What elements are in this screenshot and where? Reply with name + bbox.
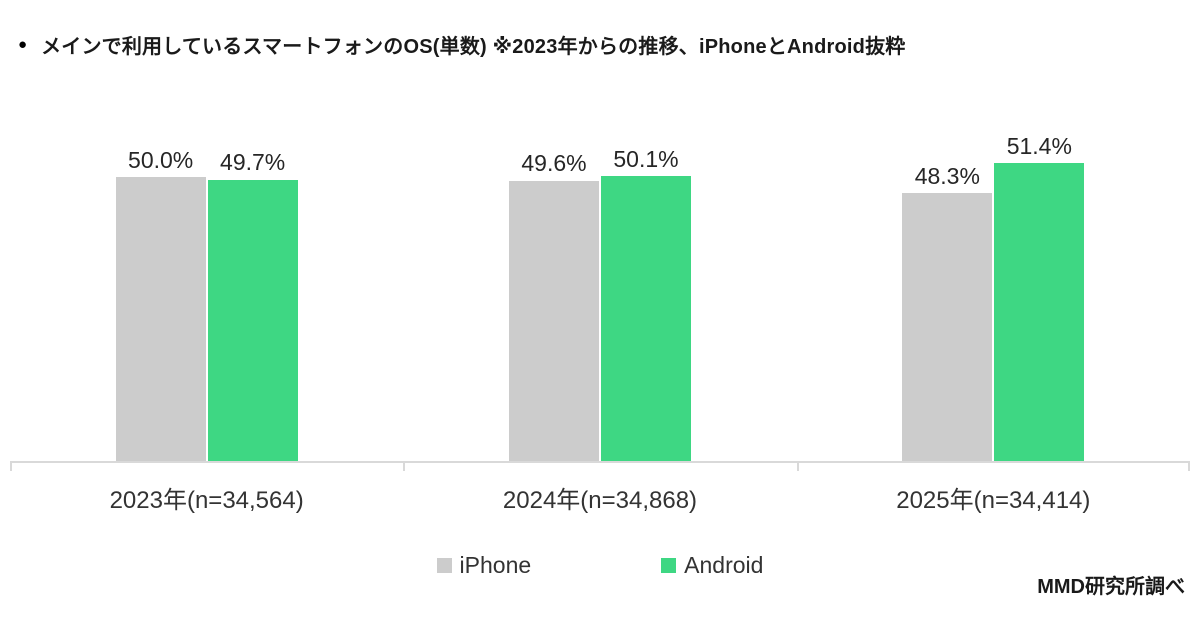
bar-groups: 50.0% 49.7% 49.6% 50.1% 48.3% 51.4% [10, 88, 1190, 463]
bar-column-android: 50.1% [600, 145, 691, 463]
chart-title: メインで利用しているスマートフォンのOS(単数) ※2023年からの推移、iPh… [41, 36, 906, 58]
legend: iPhone Android [0, 552, 1200, 579]
bar-group: 49.6% 50.1% [403, 88, 796, 463]
value-label: 50.0% [128, 146, 194, 173]
bar-group: 50.0% 49.7% [10, 88, 403, 463]
axis-tick [10, 463, 12, 471]
x-axis-line [10, 461, 1190, 463]
category-label: 2024年(n=34,868) [502, 487, 698, 514]
value-label: 49.6% [521, 150, 587, 177]
bar-column-android: 49.7% [207, 149, 298, 463]
bar-group: 48.3% 51.4% [797, 88, 1190, 463]
bar-column-iphone: 49.6% [508, 150, 599, 463]
value-label: 50.1% [613, 145, 679, 172]
bar-column-android: 51.4% [994, 133, 1085, 463]
legend-label: iPhone [459, 552, 532, 578]
legend-label: Android [684, 552, 764, 578]
bar-android [600, 175, 691, 463]
category-label: 2025年(n=34,414) [896, 487, 1091, 514]
bar-android [994, 163, 1085, 463]
plot-area: 50.0% 49.7% 49.6% 50.1% 48.3% 51.4% 2023年(n=3… [10, 88, 1190, 514]
chart-title-row: ● メインで利用しているスマートフォンのOS(単数) ※2023年からの推移、i… [18, 30, 906, 59]
value-label: 48.3% [914, 162, 980, 189]
bar-column-iphone: 50.0% [115, 146, 206, 463]
legend-item-android: Android [661, 552, 763, 579]
value-label: 49.7% [220, 149, 286, 176]
bar-iphone [508, 180, 599, 463]
axis-tick [403, 463, 406, 471]
bar-iphone [902, 193, 993, 463]
legend-item-iphone: iPhone [436, 552, 532, 579]
axis-tick [796, 463, 799, 471]
category-labels: 2023年(n=34,564) 2024年(n=34,868) 2025年(n=34… [10, 480, 1190, 515]
value-label: 51.4% [1006, 133, 1072, 160]
axis-tick [1188, 463, 1190, 471]
legend-swatch-icon [661, 558, 677, 573]
source-credit: MMD研究所調べ [1037, 576, 1185, 598]
bullet-icon: ● [18, 36, 28, 53]
bar-android [207, 179, 298, 463]
bar-column-iphone: 48.3% [902, 162, 993, 463]
bar-iphone [115, 176, 206, 463]
category-label: 2023年(n=34,564) [109, 487, 304, 514]
legend-swatch-icon [436, 558, 452, 573]
